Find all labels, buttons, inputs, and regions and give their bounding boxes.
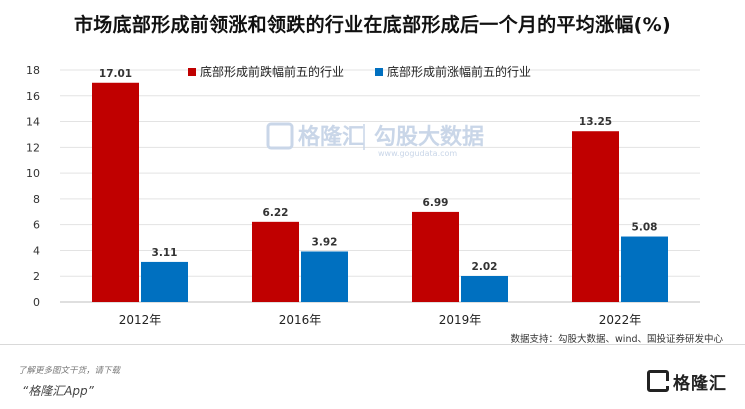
y-tick-label: 4 bbox=[33, 244, 40, 257]
source-note: 数据支持：勾股大数据、wind、国投证券研发中心 bbox=[510, 334, 723, 345]
brand-logo: 格隆汇 bbox=[647, 368, 727, 394]
bar-blue-2016年 bbox=[301, 251, 348, 302]
bar-blue-2019年 bbox=[461, 275, 508, 302]
x-tick-label: 2012年 bbox=[119, 313, 162, 327]
data-label: 3.11 bbox=[152, 247, 178, 259]
y-tick-label: 16 bbox=[26, 90, 40, 103]
data-label: 3.92 bbox=[312, 236, 338, 248]
footer-divider bbox=[0, 344, 745, 345]
data-label: 13.25 bbox=[579, 116, 612, 128]
footer-app-name: “格隆汇App” bbox=[22, 384, 94, 398]
watermark-logo-icon bbox=[266, 122, 294, 150]
brand-name: 格隆汇 bbox=[673, 373, 727, 394]
bar-chart: 格隆汇 勾股大数据 www.gogudata.com 0 2 4 6 8 10 12 14 16… bbox=[26, 64, 700, 327]
chart-title: 市场底部形成前领涨和领跌的行业在底部形成后一个月的平均涨幅(%) bbox=[73, 14, 671, 36]
bar-red-2012年 bbox=[92, 82, 139, 302]
bars: 17.01 3.11 6.22 3.92 6.99 2.02 13.25 5.08 bbox=[92, 68, 668, 302]
x-tick-label: 2019年 bbox=[439, 313, 482, 327]
data-label: 6.99 bbox=[423, 197, 449, 209]
y-axis: 0 2 4 6 8 10 12 14 16 18 bbox=[26, 64, 40, 309]
watermark: 格隆汇 勾股大数据 www.gogudata.com bbox=[266, 122, 484, 158]
legend: 底部形成前跌幅前五的行业 底部形成前涨幅前五的行业 bbox=[188, 64, 531, 79]
watermark-brand: 格隆汇 bbox=[298, 124, 364, 150]
bar-red-2019年 bbox=[412, 211, 459, 302]
bar-blue-2022年 bbox=[621, 236, 668, 302]
gelonghui-logo-icon bbox=[647, 370, 669, 392]
bar-red-2022年 bbox=[572, 131, 619, 302]
legend-label: 底部形成前跌幅前五的行业 bbox=[200, 64, 344, 79]
watermark-url: www.gogudata.com bbox=[378, 149, 457, 158]
bar-red-2016年 bbox=[252, 221, 299, 302]
bar-blue-2012年 bbox=[141, 261, 188, 302]
y-tick-label: 12 bbox=[26, 141, 40, 154]
y-tick-label: 8 bbox=[33, 193, 40, 206]
x-tick-label: 2022年 bbox=[599, 313, 642, 327]
y-tick-label: 0 bbox=[33, 296, 40, 309]
legend-swatch bbox=[188, 68, 196, 76]
legend-label: 底部形成前涨幅前五的行业 bbox=[387, 64, 531, 79]
y-tick-label: 6 bbox=[33, 219, 40, 232]
x-tick-label: 2016年 bbox=[279, 313, 322, 327]
watermark-name: 勾股大数据 bbox=[374, 124, 484, 150]
data-label: 17.01 bbox=[99, 68, 132, 80]
data-label: 6.22 bbox=[263, 207, 289, 219]
x-axis: 2012年 2016年 2019年 2022年 bbox=[119, 313, 642, 327]
y-tick-label: 18 bbox=[26, 64, 40, 77]
legend-swatch bbox=[375, 68, 383, 76]
y-tick-label: 14 bbox=[26, 116, 40, 129]
footer-note: 了解更多图文干货，请下载 bbox=[18, 366, 121, 376]
data-label: 2.02 bbox=[472, 261, 498, 273]
y-tick-label: 2 bbox=[33, 270, 40, 283]
y-tick-label: 10 bbox=[26, 167, 40, 180]
data-label: 5.08 bbox=[632, 222, 658, 234]
